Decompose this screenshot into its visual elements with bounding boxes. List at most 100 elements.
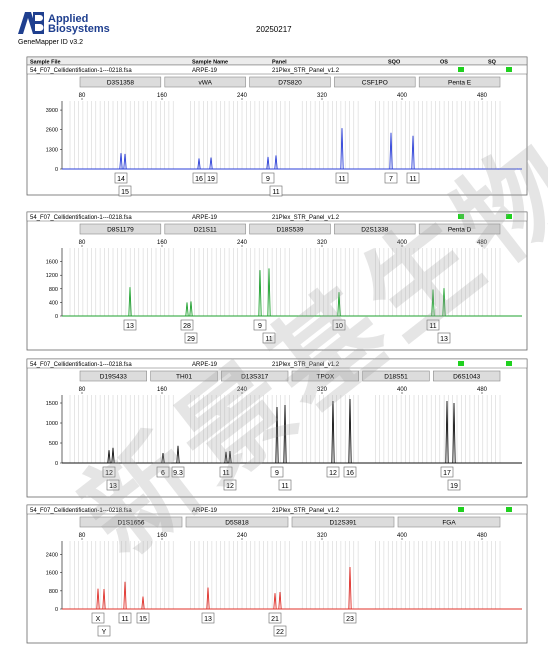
allele-peak — [267, 268, 271, 317]
allele-call-label: 16 — [195, 176, 203, 183]
y-tick-label: 0 — [55, 607, 58, 613]
x-tick-label: 400 — [397, 240, 408, 246]
marker-box — [79, 370, 147, 382]
sample-file-name: 54_F07_Cellidentification-1---0218.fsa — [30, 508, 132, 514]
allele-peak — [274, 155, 278, 170]
allele-peak — [107, 450, 111, 464]
marker-label: TH01 — [176, 374, 192, 381]
column-os: OS — [440, 60, 448, 66]
sample-name: ARPE-19 — [192, 362, 218, 368]
x-tick-label: 480 — [477, 240, 488, 246]
panel-name: 21Plex_STR_Panel_v1.2 — [272, 508, 340, 514]
allele-call-label: 9 — [266, 176, 270, 183]
x-tick-label: 480 — [477, 387, 488, 393]
x-tick-label: 160 — [157, 93, 168, 99]
marker-label: FGA — [442, 520, 456, 527]
marker-label: Penta D — [448, 227, 472, 234]
marker-box — [433, 370, 501, 382]
allele-call-label: 28 — [183, 323, 191, 330]
allele-call-box — [406, 172, 420, 184]
marker-label: CSF1PO — [362, 80, 388, 87]
allele-call-box — [343, 466, 357, 478]
y-tick-label: 800 — [49, 287, 58, 293]
marker-box — [79, 223, 162, 235]
allele-call-box — [440, 466, 454, 478]
allele-call-label: 9 — [258, 323, 262, 330]
allele-peak — [185, 302, 189, 317]
brand-name: Applied Biosystems — [48, 14, 110, 35]
allele-call-label: 17 — [443, 470, 451, 477]
allele-call-label: 19 — [450, 483, 458, 490]
y-tick-label: 1600 — [46, 571, 58, 577]
marker-label: D8S1179 — [107, 227, 134, 234]
allele-call-label: 11 — [222, 470, 229, 477]
allele-call-box — [91, 612, 105, 624]
marker-label: D21S11 — [194, 227, 217, 234]
marker-label: D3S1358 — [107, 80, 134, 87]
marker-label: D5S818 — [225, 520, 249, 527]
x-tick-label: 320 — [317, 533, 328, 539]
allele-call-box — [97, 625, 111, 637]
x-tick-label: 400 — [397, 387, 408, 393]
allele-call-label: 21 — [271, 616, 279, 623]
allele-peak — [348, 567, 352, 610]
allele-call-box — [426, 319, 440, 331]
panel-2: 54_F07_Cellidentification-1---0218.fsa AR… — [26, 211, 528, 351]
marker-box — [397, 516, 501, 528]
column-sample-name: Sample Name — [192, 60, 228, 66]
os-quality-flag — [458, 507, 464, 512]
allele-peak — [206, 587, 210, 610]
column-sq: SQ — [488, 60, 497, 66]
allele-call-label: 23 — [346, 616, 354, 623]
x-tick-label: 240 — [237, 387, 248, 393]
allele-peak — [278, 591, 282, 610]
panel-3: 54_F07_Cellidentification-1---0218.fsa AR… — [26, 358, 528, 498]
panel-name: 21Plex_STR_Panel_v1.2 — [272, 362, 340, 368]
marker-label: D18S51 — [384, 374, 408, 381]
sq-quality-flag — [506, 214, 512, 219]
allele-call-label: 12 — [329, 470, 337, 477]
allele-call-label: 11 — [121, 616, 128, 623]
allele-peak — [123, 153, 127, 170]
allele-peak — [337, 292, 341, 317]
allele-call-label: 9 — [275, 470, 279, 477]
marker-box — [418, 76, 501, 88]
brand-line-2: Biosystems — [48, 23, 110, 35]
allele-call-box — [437, 332, 451, 344]
allele-peak — [102, 589, 106, 610]
os-quality-flag — [458, 361, 464, 366]
allele-call-box — [262, 332, 276, 344]
allele-call-label: 6 — [161, 470, 165, 477]
allele-call-label: 11 — [338, 176, 345, 183]
marker-label: D19S433 — [100, 374, 127, 381]
allele-call-label: 22 — [276, 629, 284, 636]
x-tick-label: 80 — [79, 93, 86, 99]
y-tick-label: 1000 — [46, 421, 58, 427]
marker-box — [164, 76, 246, 88]
x-tick-label: 80 — [79, 533, 86, 539]
os-quality-flag — [458, 214, 464, 219]
marker-label: Penta E — [448, 80, 472, 87]
column-sample-file: Sample File — [30, 60, 61, 66]
allele-call-label: 11 — [409, 176, 416, 183]
allele-peak — [224, 451, 228, 464]
allele-peak — [161, 452, 165, 464]
allele-call-label: 11 — [265, 336, 272, 343]
allele-call-box — [123, 319, 137, 331]
x-tick-label: 160 — [157, 387, 168, 393]
allele-call-box — [335, 172, 349, 184]
allele-call-label: 15 — [121, 189, 129, 196]
allele-call-box — [261, 172, 275, 184]
allele-call-box — [223, 479, 237, 491]
x-tick-label: 80 — [79, 240, 86, 246]
allele-call-label: 11 — [281, 483, 288, 490]
allele-peak — [348, 398, 352, 464]
allele-call-box — [268, 612, 282, 624]
y-tick-label: 0 — [55, 167, 58, 173]
sq-quality-flag — [506, 67, 512, 72]
allele-call-label: 13 — [109, 483, 117, 490]
allele-call-label: 16 — [346, 470, 354, 477]
column-panel: Panel — [272, 60, 287, 66]
